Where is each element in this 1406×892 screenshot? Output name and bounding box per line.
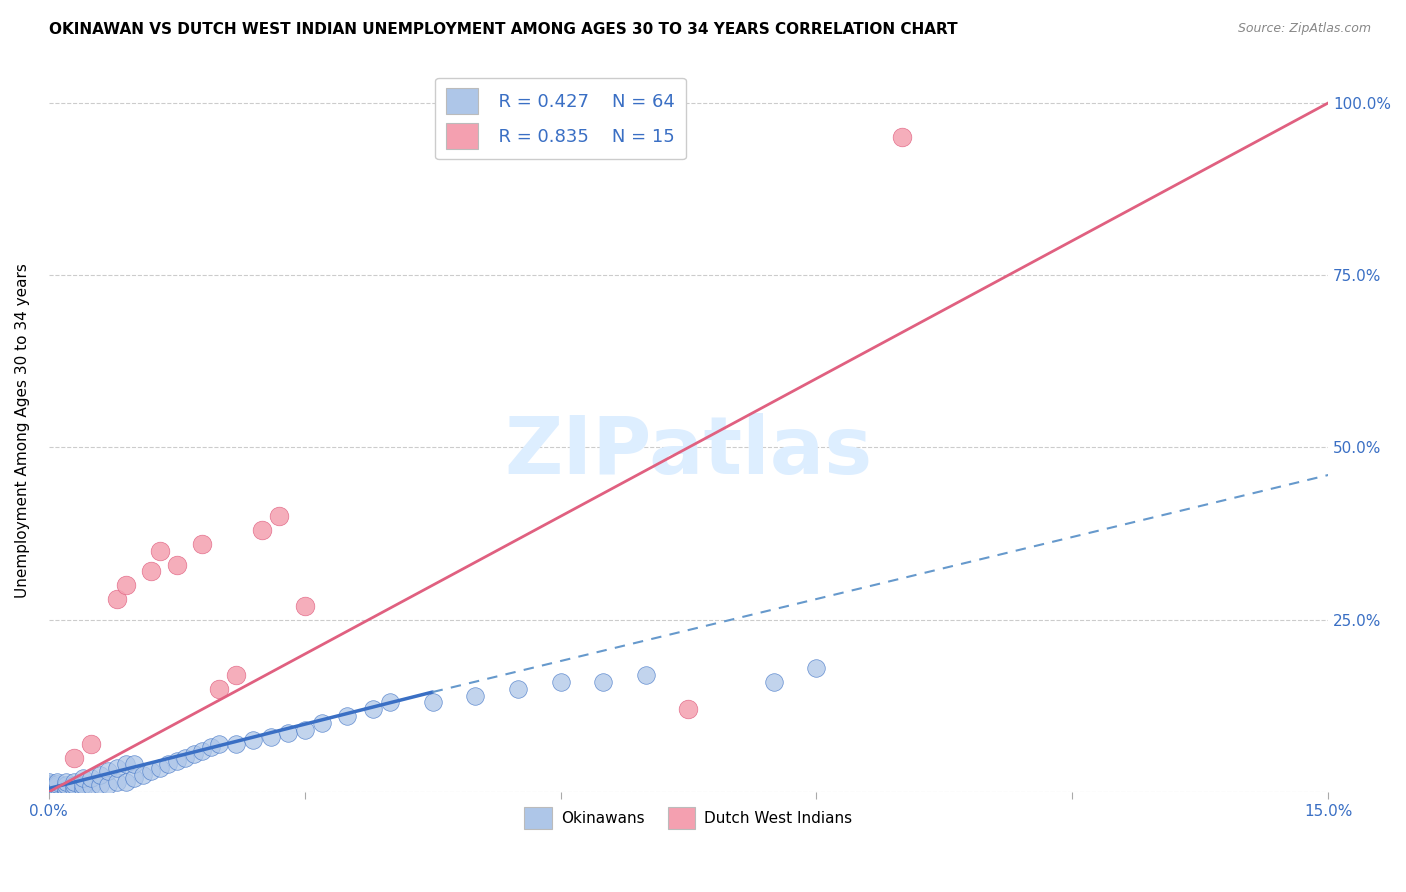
- Okinawans: [157, 757, 180, 772]
- Okinawans: [149, 761, 172, 775]
- Okinawans: [294, 723, 316, 737]
- Text: OKINAWAN VS DUTCH WEST INDIAN UNEMPLOYMENT AMONG AGES 30 TO 34 YEARS CORRELATION: OKINAWAN VS DUTCH WEST INDIAN UNEMPLOYME…: [49, 22, 957, 37]
- Okinawans: [89, 778, 111, 792]
- Okinawans: [311, 716, 333, 731]
- Okinawans: [80, 771, 103, 785]
- Okinawans: [105, 774, 128, 789]
- Dutch West Indians: [294, 599, 316, 613]
- Okinawans: [422, 695, 444, 709]
- Okinawans: [63, 778, 86, 792]
- Okinawans: [122, 757, 145, 772]
- Okinawans: [38, 780, 60, 794]
- Okinawans: [174, 750, 197, 764]
- Okinawans: [38, 778, 60, 792]
- Okinawans: [55, 781, 77, 796]
- Okinawans: [200, 740, 222, 755]
- Okinawans: [97, 778, 120, 792]
- Okinawans: [208, 737, 231, 751]
- Dutch West Indians: [114, 578, 136, 592]
- Okinawans: [38, 785, 60, 799]
- Dutch West Indians: [63, 750, 86, 764]
- Okinawans: [762, 674, 785, 689]
- Okinawans: [191, 744, 214, 758]
- Dutch West Indians: [191, 537, 214, 551]
- Okinawans: [131, 768, 153, 782]
- Okinawans: [464, 689, 486, 703]
- Dutch West Indians: [149, 544, 172, 558]
- Okinawans: [806, 661, 828, 675]
- Okinawans: [139, 764, 162, 779]
- Okinawans: [378, 695, 401, 709]
- Okinawans: [89, 768, 111, 782]
- Okinawans: [80, 780, 103, 794]
- Dutch West Indians: [208, 681, 231, 696]
- Okinawans: [38, 785, 60, 799]
- Dutch West Indians: [890, 130, 912, 145]
- Okinawans: [38, 777, 60, 791]
- Okinawans: [72, 781, 94, 796]
- Okinawans: [259, 730, 281, 744]
- Okinawans: [122, 771, 145, 785]
- Okinawans: [114, 757, 136, 772]
- Okinawans: [38, 785, 60, 799]
- Dutch West Indians: [250, 523, 273, 537]
- Okinawans: [38, 785, 60, 799]
- Okinawans: [225, 737, 247, 751]
- Okinawans: [63, 774, 86, 789]
- Okinawans: [277, 726, 299, 740]
- Okinawans: [38, 781, 60, 796]
- Text: ZIPatlas: ZIPatlas: [505, 413, 873, 491]
- Okinawans: [506, 681, 529, 696]
- Okinawans: [46, 785, 69, 799]
- Okinawans: [72, 771, 94, 785]
- Okinawans: [72, 778, 94, 792]
- Okinawans: [38, 774, 60, 789]
- Okinawans: [166, 754, 188, 768]
- Dutch West Indians: [678, 702, 700, 716]
- Dutch West Indians: [267, 509, 290, 524]
- Dutch West Indians: [139, 565, 162, 579]
- Dutch West Indians: [166, 558, 188, 572]
- Okinawans: [46, 774, 69, 789]
- Dutch West Indians: [225, 668, 247, 682]
- Text: Source: ZipAtlas.com: Source: ZipAtlas.com: [1237, 22, 1371, 36]
- Okinawans: [242, 733, 264, 747]
- Okinawans: [634, 668, 657, 682]
- Okinawans: [46, 781, 69, 796]
- Okinawans: [336, 709, 359, 723]
- Okinawans: [114, 774, 136, 789]
- Okinawans: [105, 761, 128, 775]
- Legend: Okinawans, Dutch West Indians: Okinawans, Dutch West Indians: [519, 801, 859, 835]
- Okinawans: [97, 764, 120, 779]
- Okinawans: [38, 785, 60, 799]
- Okinawans: [46, 780, 69, 794]
- Okinawans: [592, 674, 614, 689]
- Okinawans: [55, 778, 77, 792]
- Okinawans: [63, 781, 86, 796]
- Okinawans: [46, 777, 69, 791]
- Dutch West Indians: [105, 592, 128, 607]
- Okinawans: [55, 774, 77, 789]
- Okinawans: [183, 747, 205, 761]
- Okinawans: [55, 785, 77, 799]
- Okinawans: [550, 674, 572, 689]
- Y-axis label: Unemployment Among Ages 30 to 34 years: Unemployment Among Ages 30 to 34 years: [15, 263, 30, 598]
- Dutch West Indians: [80, 737, 103, 751]
- Okinawans: [361, 702, 384, 716]
